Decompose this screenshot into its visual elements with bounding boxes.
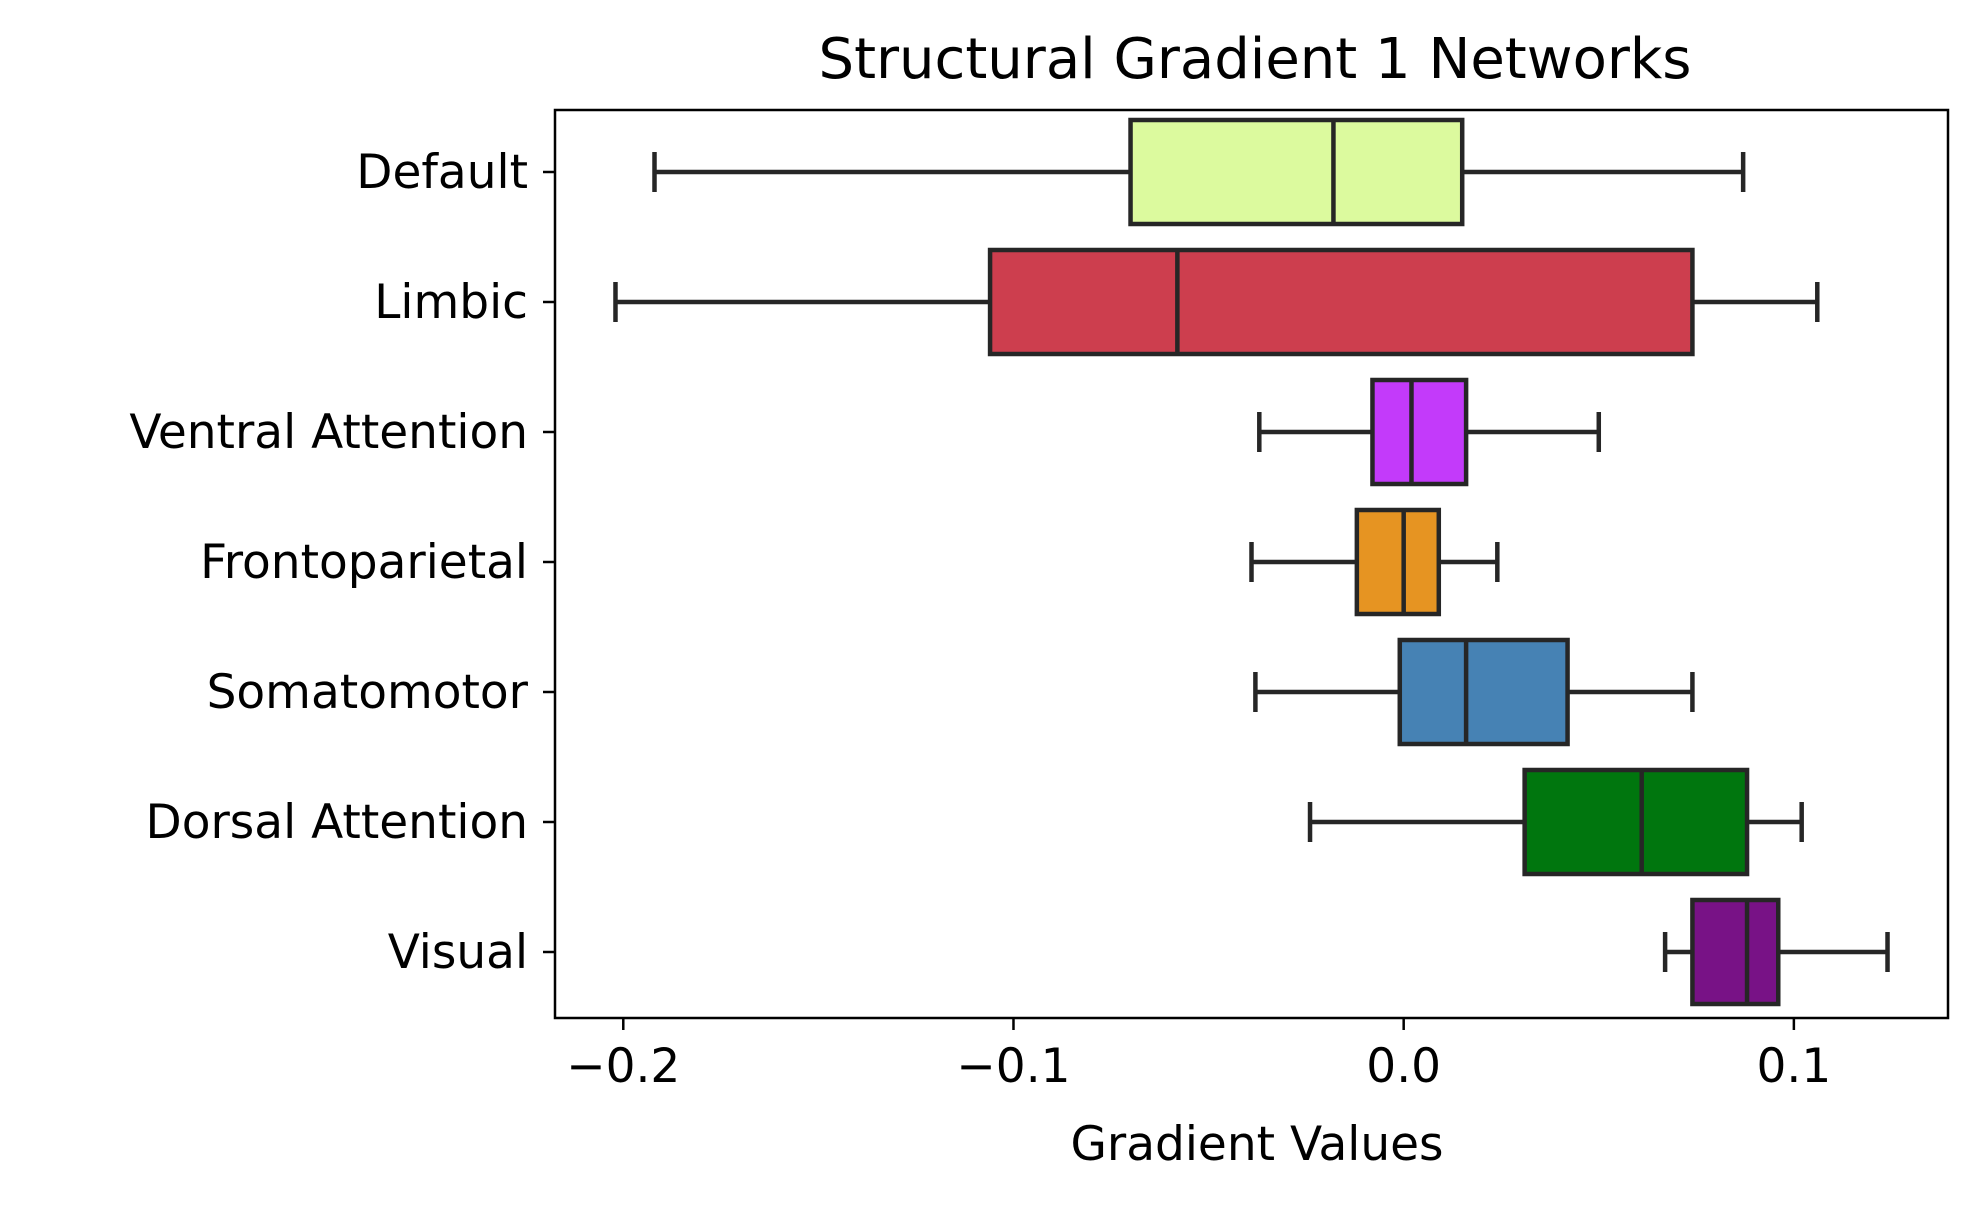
iqr-box-visual (1690, 897, 1781, 1007)
box-ventral-attention (1257, 377, 1602, 487)
plot-frame (553, 108, 1950, 1020)
x-tick-label-1: −0.1 (956, 1039, 1070, 1094)
y-axis: Default Limbic Ventral Attention Frontopari… (129, 145, 555, 980)
y-tick-label-dorsal-attention: Dorsal Attention (146, 795, 528, 850)
box-frontoparietal (1249, 507, 1500, 617)
iqr-box-limbic (987, 247, 1695, 357)
y-tick-label-ventral-attention: Ventral Attention (129, 405, 528, 460)
x-axis-label: Gradient Values (1070, 1117, 1443, 1172)
box-limbic (613, 247, 1820, 357)
x-tick-label-2: 0.0 (1366, 1039, 1441, 1094)
plot-area (613, 117, 1890, 1007)
iqr-box-somatomotor (1397, 637, 1570, 747)
box-default (652, 117, 1746, 227)
y-tick-label-default: Default (356, 145, 528, 200)
y-tick-label-visual: Visual (388, 925, 528, 980)
x-tick-label-0: −0.2 (566, 1039, 680, 1094)
iqr-box-frontoparietal (1354, 507, 1442, 617)
iqr-box-ventral-attention (1370, 377, 1469, 487)
box-dorsal-attention (1307, 767, 1804, 877)
y-tick-label-frontoparietal: Frontoparietal (200, 535, 528, 590)
iqr-box-dorsal-attention (1522, 767, 1750, 877)
y-tick-label-somatomotor: Somatomotor (207, 665, 529, 720)
y-tick-label-limbic: Limbic (374, 275, 528, 330)
box-visual (1662, 897, 1890, 1007)
box-somatomotor (1253, 637, 1695, 747)
chart-title: Structural Gradient 1 Networks (819, 27, 1692, 92)
x-axis: −0.2 −0.1 0.0 0.1 (566, 1018, 1831, 1094)
x-tick-label-3: 0.1 (1756, 1039, 1831, 1094)
iqr-box-default (1128, 117, 1465, 227)
